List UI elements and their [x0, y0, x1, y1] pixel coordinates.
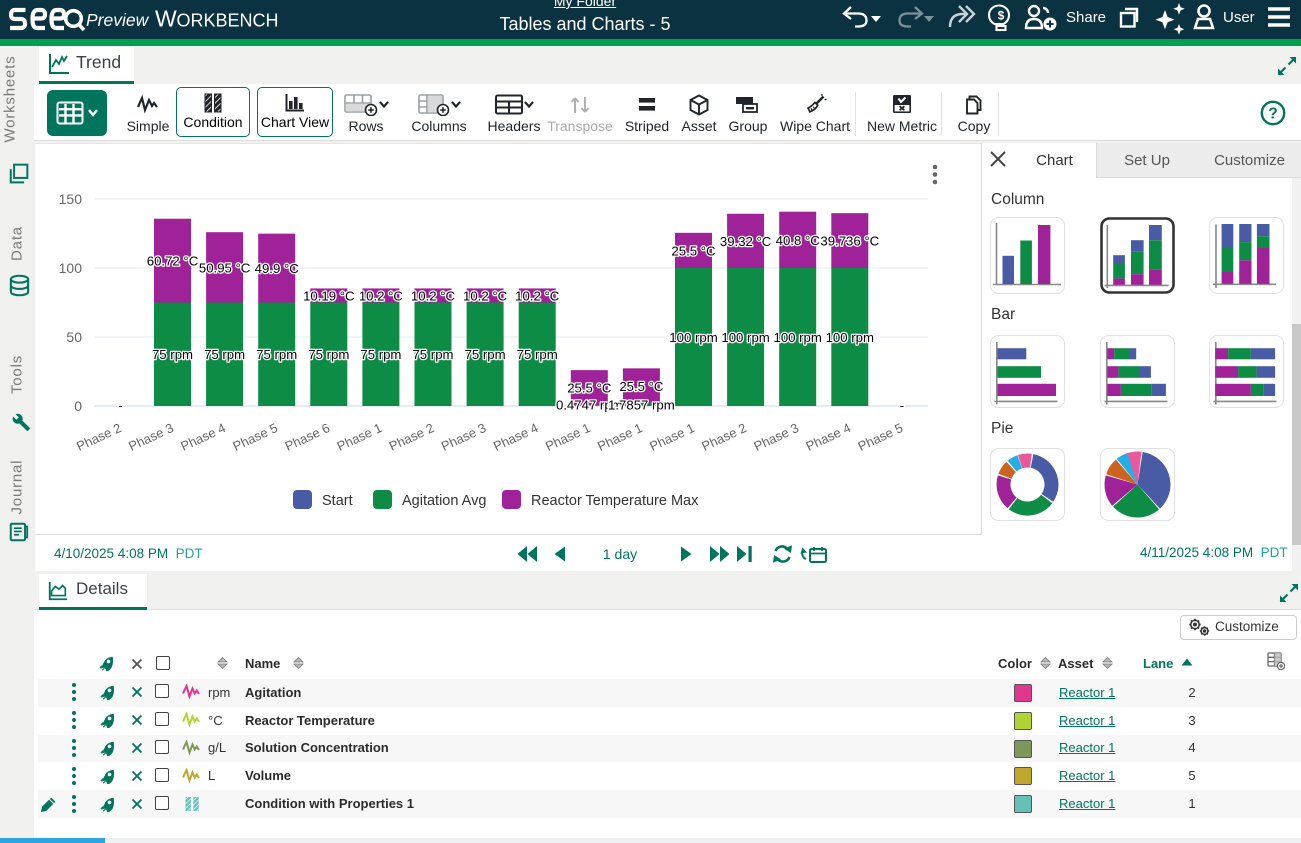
svg-text:75 rpm: 75 rpm	[308, 347, 349, 362]
svg-text:25.5 °C: 25.5 °C	[619, 379, 664, 394]
svg-text:150: 150	[59, 191, 83, 207]
svg-text:100 rpm: 100 rpm	[669, 330, 717, 345]
svg-text:75 rpm: 75 rpm	[256, 347, 297, 362]
svg-text:Phase 1: Phase 1	[543, 420, 593, 454]
svg-text:10.2 °C: 10.2 °C	[411, 289, 456, 304]
svg-text:100 rpm: 100 rpm	[721, 330, 769, 345]
svg-text:Phase 4: Phase 4	[178, 420, 228, 454]
svg-text:Phase 2: Phase 2	[387, 420, 437, 454]
svg-text:Start: Start	[322, 493, 353, 509]
svg-text:Phase 6: Phase 6	[282, 420, 332, 454]
svg-text:User: User	[1223, 9, 1255, 26]
svg-text:Phase 1: Phase 1	[335, 420, 385, 454]
svg-text:75 rpm: 75 rpm	[152, 347, 193, 362]
svg-text:Phase 1: Phase 1	[595, 420, 645, 454]
svg-text:?: ?	[1268, 106, 1277, 123]
svg-text:25.5 °C: 25.5 °C	[671, 243, 716, 258]
svg-text:$: $	[998, 9, 1005, 23]
svg-text:Phase 4: Phase 4	[803, 420, 853, 454]
svg-text:-: -	[118, 398, 122, 413]
svg-text:100 rpm: 100 rpm	[774, 330, 822, 345]
svg-text:-: -	[900, 398, 904, 413]
svg-text:Phase 2: Phase 2	[74, 420, 124, 454]
svg-text:39.32 °C: 39.32 °C	[720, 234, 772, 249]
svg-text:Phase 4: Phase 4	[491, 420, 541, 454]
svg-text:60.72 °C: 60.72 °C	[147, 254, 199, 269]
svg-text:10.2 °C: 10.2 °C	[359, 289, 404, 304]
svg-text:Phase 3: Phase 3	[126, 420, 176, 454]
svg-text:ORKBENCH: ORKBENCH	[177, 11, 279, 31]
svg-text:Phase 2: Phase 2	[699, 420, 749, 454]
svg-text:W: W	[155, 7, 177, 32]
svg-text:25.5 °C: 25.5 °C	[567, 381, 612, 396]
svg-text:Phase 5: Phase 5	[856, 420, 906, 454]
svg-text:75 rpm: 75 rpm	[465, 347, 506, 362]
svg-text:50.95 °C: 50.95 °C	[199, 260, 251, 275]
svg-text:100: 100	[59, 260, 83, 276]
svg-text:Reactor Temperature Max: Reactor Temperature Max	[531, 493, 699, 509]
svg-text:Phase 1: Phase 1	[647, 420, 697, 454]
svg-text:75 rpm: 75 rpm	[412, 347, 453, 362]
svg-text:Phase 3: Phase 3	[751, 420, 801, 454]
svg-text:75 rpm: 75 rpm	[517, 347, 558, 362]
svg-text:Phase 3: Phase 3	[439, 420, 489, 454]
svg-text:75 rpm: 75 rpm	[204, 347, 245, 362]
svg-text:49.9 °C: 49.9 °C	[255, 261, 300, 276]
svg-text:Phase 5: Phase 5	[230, 420, 280, 454]
svg-text:39.736 °C: 39.736 °C	[820, 234, 879, 249]
svg-text:10.19 °C: 10.19 °C	[303, 289, 355, 304]
svg-text:100 rpm: 100 rpm	[826, 330, 874, 345]
svg-text:10.2 °C: 10.2 °C	[515, 289, 560, 304]
svg-text:50: 50	[66, 329, 82, 345]
svg-text:Preview: Preview	[86, 10, 150, 30]
svg-text:0.4747 rpm: 0.4747 rpm	[556, 398, 623, 413]
svg-text:10.2 °C: 10.2 °C	[463, 289, 508, 304]
svg-text:75 rpm: 75 rpm	[360, 347, 401, 362]
svg-text:1.7857 rpm: 1.7857 rpm	[608, 398, 675, 413]
svg-text:40.8 °C: 40.8 °C	[776, 233, 821, 248]
svg-text:Share: Share	[1066, 9, 1106, 26]
svg-text:Agitation Avg: Agitation Avg	[402, 493, 486, 509]
svg-text:0: 0	[74, 398, 82, 414]
